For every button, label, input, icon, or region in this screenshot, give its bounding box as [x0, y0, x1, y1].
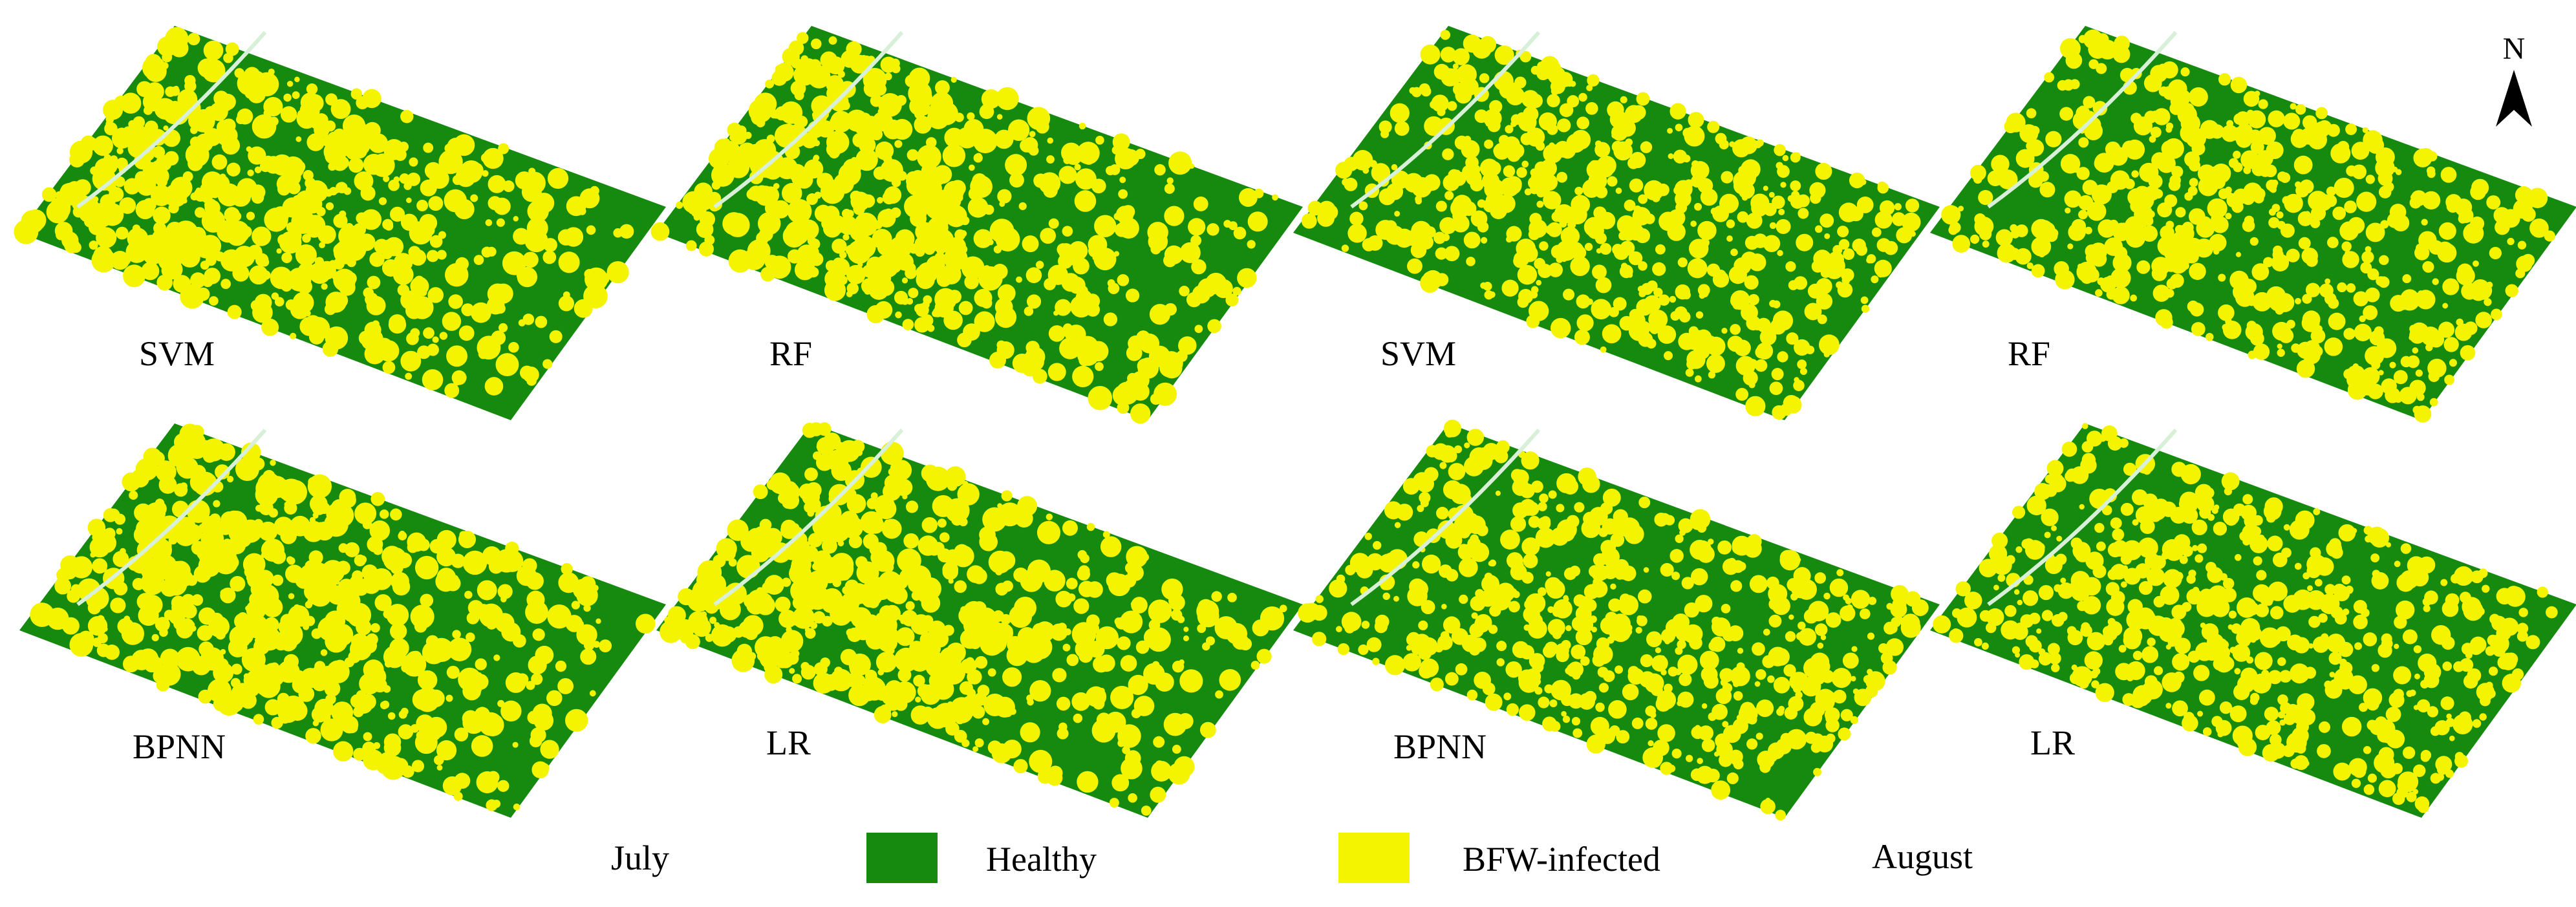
- period-label-july: July: [611, 838, 670, 877]
- model-label-bpnn-july: BPNN: [133, 727, 226, 766]
- map-july-bpnn: [19, 423, 666, 818]
- map-panel-august-lr: [1930, 417, 2576, 818]
- map-panel-july-bpnn: [19, 417, 666, 818]
- road-line: [76, 31, 267, 209]
- infected-patches: [14, 27, 634, 398]
- infected-patches: [1298, 420, 1929, 821]
- map-august-svm: [1293, 26, 1940, 420]
- model-label-svm-july: SVM: [139, 334, 215, 373]
- infected-patches: [1301, 30, 1921, 420]
- model-label-lr-august: LR: [2030, 723, 2076, 762]
- map-panel-august-bpnn: [1293, 417, 1940, 821]
- infected-patches: [1933, 423, 2558, 813]
- legend-label-infected: BFW-infected: [1463, 840, 1660, 879]
- road-line: [1987, 429, 2178, 606]
- map-august-bpnn: [1293, 420, 1940, 821]
- map-july-lr: [656, 422, 1303, 818]
- road-line: [1350, 429, 1541, 606]
- map-panel-august-svm: [1293, 19, 1940, 420]
- model-label-rf-july: RF: [769, 334, 813, 373]
- north-arrow: N: [2483, 34, 2545, 137]
- map-panel-july-svm: [14, 19, 666, 420]
- map-july-rf: [650, 26, 1303, 424]
- period-label-august: August: [1872, 837, 1973, 876]
- model-label-bpnn-august: BPNN: [1393, 727, 1487, 766]
- map-august-rf: [1930, 26, 2576, 423]
- road-line: [1350, 31, 1541, 209]
- map-july-svm: [14, 26, 666, 420]
- legend-label-healthy: Healthy: [986, 840, 1097, 879]
- infected-patches: [1941, 29, 2555, 423]
- road-line: [1987, 31, 2178, 209]
- model-label-rf-august: RF: [2008, 334, 2051, 373]
- infected-patches: [30, 423, 656, 811]
- map-panel-july-lr: [656, 417, 1303, 818]
- map-panel-august-rf: [1930, 19, 2576, 423]
- legend-swatch-infected: [1338, 833, 1410, 883]
- road-line: [713, 429, 904, 606]
- legend-swatch-healthy: [866, 833, 938, 883]
- north-arrow-icon: [2496, 70, 2532, 127]
- model-label-lr-july: LR: [766, 723, 811, 762]
- model-label-svm-august: SVM: [1380, 334, 1457, 373]
- road-line: [713, 31, 904, 209]
- map-august-lr: [1930, 423, 2576, 818]
- map-panel-july-rf: [650, 19, 1303, 424]
- field-outline: [656, 26, 1303, 420]
- north-label: N: [2502, 32, 2526, 66]
- road-line: [76, 429, 267, 606]
